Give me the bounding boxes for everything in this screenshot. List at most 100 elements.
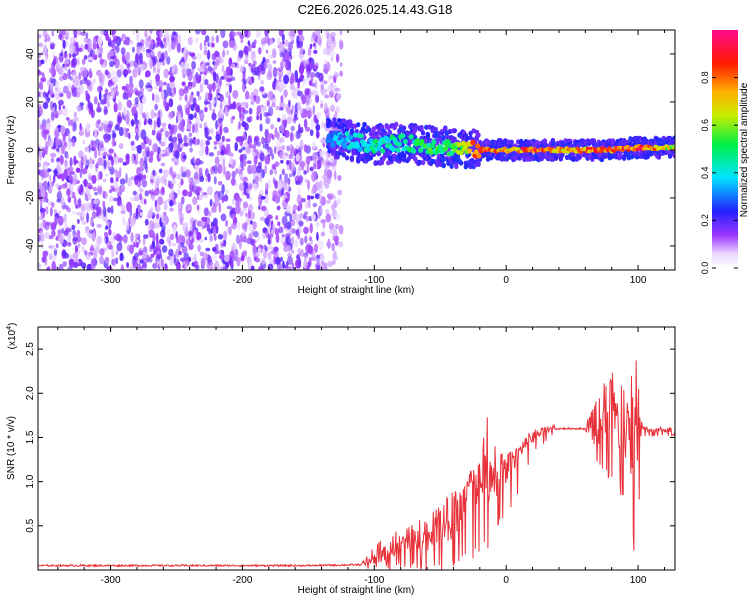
noise-speckle xyxy=(240,37,244,44)
noise-speckle xyxy=(300,248,304,257)
noise-speckle xyxy=(223,70,227,80)
noise-speckle xyxy=(186,100,190,107)
noise-speckle xyxy=(50,89,54,95)
noise-speckle xyxy=(56,61,61,69)
noise-speckle xyxy=(147,39,154,50)
noise-speckle xyxy=(105,173,109,177)
noise-speckle xyxy=(250,100,255,105)
noise-speckle xyxy=(208,229,213,235)
noise-speckle xyxy=(289,83,295,91)
noise-speckle xyxy=(240,211,244,217)
noise-speckle xyxy=(267,132,272,144)
noise-speckle xyxy=(199,112,205,119)
noise-speckle xyxy=(237,221,240,231)
noise-speckle xyxy=(134,97,139,105)
noise-speckle xyxy=(239,239,242,250)
signal-halo xyxy=(379,159,385,166)
noise-speckle xyxy=(139,211,144,217)
noise-speckle xyxy=(236,135,242,142)
noise-speckle xyxy=(164,50,168,60)
noise-speckle xyxy=(306,264,310,270)
noise-speckle xyxy=(316,231,319,241)
noise-speckle xyxy=(153,249,157,256)
noise-speckle xyxy=(166,56,171,65)
noise-speckle xyxy=(173,125,177,136)
noise-speckle xyxy=(320,219,327,224)
noise-speckle xyxy=(128,82,134,90)
noise-speckle xyxy=(81,262,87,269)
noise-speckle xyxy=(259,152,265,162)
signal-core xyxy=(386,137,392,143)
noise-speckle xyxy=(136,204,141,211)
noise-speckle xyxy=(301,166,305,171)
noise-speckle xyxy=(85,226,89,231)
noise-speckle xyxy=(142,261,147,270)
noise-speckle xyxy=(63,213,67,223)
noise-speckle xyxy=(45,197,49,203)
noise-speckle xyxy=(119,167,122,178)
noise-speckle xyxy=(283,89,288,98)
noise-speckle xyxy=(253,136,259,146)
signal-core xyxy=(612,149,617,153)
noise-speckle xyxy=(215,224,219,234)
noise-speckle xyxy=(79,66,86,71)
noise-speckle xyxy=(88,144,92,153)
noise-speckle xyxy=(311,213,316,222)
noise-speckle xyxy=(176,261,181,270)
noise-speckle xyxy=(150,51,155,56)
noise-speckle xyxy=(216,267,221,270)
noise-speckle xyxy=(96,245,100,254)
spectrogram-x-tick-label: -200 xyxy=(232,275,252,286)
noise-speckle xyxy=(87,38,92,49)
noise-speckle xyxy=(113,235,120,240)
noise-speckle xyxy=(72,237,79,242)
noise-speckle xyxy=(81,210,86,218)
noise-speckle xyxy=(248,107,253,115)
noise-speckle xyxy=(145,111,150,120)
noise-speckle xyxy=(261,258,266,265)
noise-speckle xyxy=(295,78,302,83)
noise-speckle xyxy=(80,203,86,213)
noise-speckle xyxy=(334,72,339,79)
noise-speckle xyxy=(286,145,290,152)
noise-speckle xyxy=(192,196,198,206)
noise-speckle xyxy=(168,192,175,200)
noise-speckle xyxy=(117,101,123,111)
snr-x-ticks: -300 -200 -100 0 100 xyxy=(57,327,665,586)
noise-speckle xyxy=(174,161,179,166)
noise-speckle xyxy=(125,83,129,93)
noise-speckle xyxy=(333,40,337,48)
noise-speckle xyxy=(104,256,110,264)
noise-speckle xyxy=(204,79,209,86)
noise-speckle xyxy=(141,251,148,259)
noise-speckle xyxy=(215,95,221,99)
noise-speckle xyxy=(42,130,49,135)
noise-speckle xyxy=(162,81,168,86)
noise-speckle xyxy=(148,138,152,146)
noise-speckle xyxy=(120,65,125,72)
noise-speckle xyxy=(72,262,79,268)
noise-speckle xyxy=(43,44,48,55)
noise-speckle xyxy=(39,71,44,76)
noise-speckle xyxy=(132,30,136,35)
noise-speckle xyxy=(316,129,319,139)
noise-speckle xyxy=(91,232,96,242)
noise-speckle xyxy=(297,186,301,196)
snr-y-tick-label: 2.0 xyxy=(25,386,36,400)
noise-speckle xyxy=(48,67,54,74)
noise-speckle xyxy=(81,246,85,253)
noise-speckle xyxy=(272,223,275,231)
noise-speckle xyxy=(85,93,91,102)
noise-speckle xyxy=(203,45,208,51)
noise-speckle xyxy=(110,205,114,215)
noise-speckle xyxy=(279,151,283,160)
signal-halo xyxy=(417,159,423,165)
noise-speckle xyxy=(122,106,128,116)
noise-speckle xyxy=(114,124,120,131)
noise-speckle xyxy=(173,253,176,263)
noise-speckle xyxy=(212,99,216,104)
noise-speckle xyxy=(49,76,53,83)
noise-speckle xyxy=(98,150,101,157)
signal-halo xyxy=(441,163,446,169)
noise-speckle xyxy=(58,99,64,106)
